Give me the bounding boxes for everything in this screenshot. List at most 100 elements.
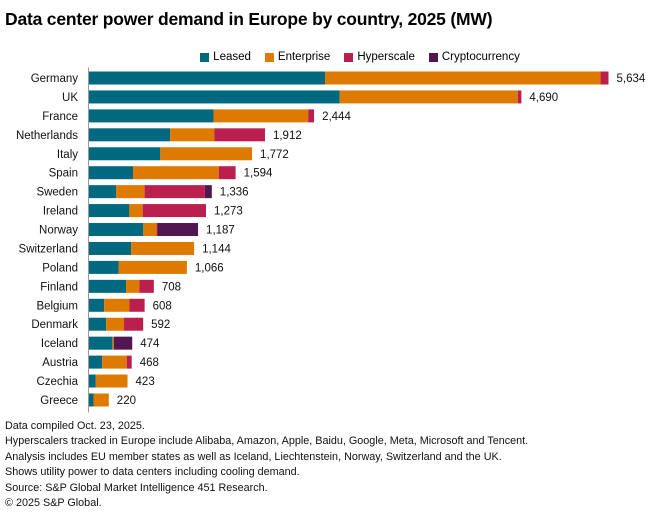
total-label: 1,066: [195, 262, 224, 274]
category-label: Denmark: [31, 319, 78, 331]
total-label: 1,772: [260, 149, 289, 161]
legend-item-enterprise: Enterprise: [264, 51, 331, 63]
bar-segment-enterprise: [106, 317, 125, 331]
category-label: Greece: [40, 395, 78, 407]
bar-segment-leased: [88, 298, 105, 312]
bar-segment-enterprise: [102, 355, 127, 369]
bar-segment-hyperscale: [139, 279, 154, 293]
bar-segment-enterprise: [339, 90, 518, 104]
footnote: Hyperscalers tracked in Europe include A…: [5, 435, 529, 448]
bar-segment-leased: [88, 128, 171, 142]
bar-segment-cryptocurrency: [157, 223, 199, 237]
bar-segment-enterprise: [118, 260, 187, 274]
category-label: Switzerland: [19, 243, 78, 255]
footnote: Analysis includes EU member states as we…: [5, 450, 502, 463]
bar-segment-leased: [88, 185, 117, 199]
total-label: 4,690: [529, 92, 558, 104]
bar-segment-leased: [88, 71, 326, 85]
category-label: Belgium: [36, 300, 78, 312]
bar-segment-hyperscale: [126, 355, 132, 369]
total-label: 474: [140, 338, 160, 350]
bar-segment-enterprise: [95, 374, 128, 388]
total-label: 708: [162, 281, 181, 293]
total-label: 592: [151, 319, 170, 331]
category-label: Iceland: [41, 338, 78, 350]
total-label: 423: [136, 376, 155, 388]
legend-swatch: [428, 52, 438, 62]
bar-segment-leased: [88, 241, 132, 255]
total-label: 1,187: [206, 225, 235, 237]
bar-segment-enterprise: [104, 298, 130, 312]
bar-segment-leased: [88, 260, 119, 274]
legend-label: Enterprise: [277, 51, 331, 63]
total-label: 5,634: [617, 73, 646, 85]
bar-segment-enterprise: [129, 204, 143, 218]
legend: Leased Enterprise Hyperscale Cryptocurre…: [0, 51, 660, 63]
category-label: France: [42, 111, 78, 123]
total-label: 1,273: [214, 206, 243, 218]
category-label: Poland: [42, 262, 78, 274]
category-label: Czechia: [36, 376, 78, 388]
bar-segment-hyperscale: [156, 223, 158, 237]
bar-segment-hyperscale: [144, 185, 205, 199]
bar-segment-leased: [88, 147, 161, 161]
bar-segment-leased: [88, 166, 133, 180]
category-label: Spain: [49, 168, 78, 180]
bar-segment-enterprise: [160, 147, 253, 161]
bar-segment-leased: [88, 336, 113, 350]
bar-segment-enterprise: [325, 71, 601, 85]
bar-segment-leased: [88, 374, 96, 388]
bar-segment-leased: [88, 393, 94, 407]
bar-segment-leased: [88, 317, 107, 331]
category-label: Sweden: [36, 187, 78, 199]
total-label: 1,336: [220, 187, 249, 199]
bar-segment-enterprise: [116, 185, 145, 199]
bar-segment-enterprise: [126, 279, 140, 293]
bar-segment-hyperscale: [218, 166, 236, 180]
legend-item-hyperscale: Hyperscale: [344, 51, 415, 63]
bar-segment-enterprise: [143, 223, 157, 237]
category-label: UK: [62, 92, 78, 104]
legend-item-leased: Leased: [200, 51, 251, 63]
category-label: Ireland: [43, 206, 78, 218]
bar-segment-enterprise: [213, 109, 309, 123]
category-label: Finland: [40, 281, 78, 293]
total-label: 2,444: [322, 111, 351, 123]
category-label: Norway: [39, 225, 78, 237]
total-label: 468: [140, 357, 159, 369]
bar-segment-enterprise: [112, 336, 114, 350]
bar-segment-hyperscale: [142, 204, 206, 218]
bar-segment-hyperscale: [308, 109, 315, 123]
category-label: Netherlands: [16, 130, 78, 142]
total-label: 1,594: [244, 168, 273, 180]
bar-segment-enterprise: [132, 166, 219, 180]
legend-swatch: [264, 52, 274, 62]
bar-segment-leased: [88, 279, 127, 293]
bar-segment-leased: [88, 223, 144, 237]
bar-segment-hyperscale: [129, 298, 145, 312]
bar-segment-leased: [88, 204, 130, 218]
legend-item-cryptocurrency: Cryptocurrency: [428, 51, 520, 63]
bar-segment-hyperscale: [600, 71, 609, 85]
bar-segment-enterprise: [93, 393, 109, 407]
category-label: Italy: [57, 149, 78, 161]
legend-label: Cryptocurrency: [441, 51, 520, 63]
footnote: Shows utility power to data centers incl…: [5, 466, 300, 479]
footnote: © 2025 S&P Global.: [5, 497, 102, 510]
category-label: Austria: [42, 357, 78, 369]
legend-swatch: [200, 52, 210, 62]
bar-segment-enterprise: [131, 241, 195, 255]
bar-segment-enterprise: [170, 128, 215, 142]
legend-label: Hyperscale: [357, 51, 415, 63]
total-label: 1,912: [273, 130, 302, 142]
bar-chart: Germany 5,634 UK 4,690 France 2,444 Netherland…: [16, 67, 646, 413]
bar-segment-hyperscale: [214, 128, 265, 142]
footnote: Data compiled Oct. 23, 2025.: [5, 420, 145, 432]
bar-segment-leased: [88, 109, 214, 123]
bar-segment-cryptocurrency: [113, 336, 133, 350]
footnotes: Data compiled Oct. 23, 2025. Hyperscaler…: [5, 419, 528, 511]
legend-swatch: [344, 52, 354, 62]
bar-segment-leased: [88, 90, 340, 104]
category-label: Germany: [31, 73, 79, 85]
